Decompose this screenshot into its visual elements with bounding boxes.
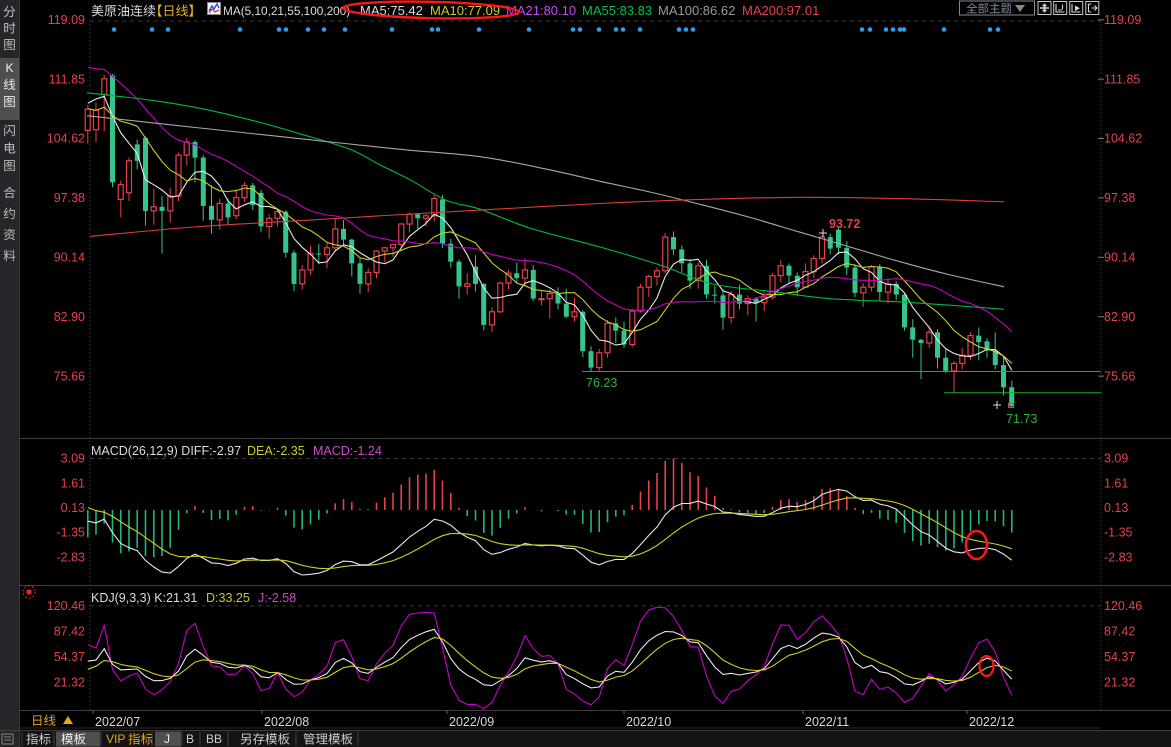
svg-text:D:33.25: D:33.25 [206,591,250,605]
svg-text:87.42: 87.42 [1104,625,1135,639]
svg-text:97.38: 97.38 [54,191,85,205]
svg-text:MA(5,10,21,55,100,200): MA(5,10,21,55,100,200) [223,4,350,18]
svg-text:B: B [186,732,194,746]
svg-text:54.37: 54.37 [1104,650,1135,664]
svg-text:93.72: 93.72 [829,217,860,231]
svg-text:MA10:77.09: MA10:77.09 [430,3,500,18]
svg-text:21.32: 21.32 [54,676,85,690]
svg-text:76.23: 76.23 [586,376,617,390]
svg-text:82.90: 82.90 [1104,310,1135,324]
svg-text:54.37: 54.37 [54,650,85,664]
svg-text:120.46: 120.46 [1104,599,1142,613]
svg-text:120.46: 120.46 [47,599,85,613]
svg-text:J:-2.58: J:-2.58 [258,591,296,605]
svg-text:-1.35: -1.35 [1104,526,1133,540]
svg-text:90.14: 90.14 [1104,251,1135,265]
svg-text:82.90: 82.90 [54,310,85,324]
svg-text:-2.83: -2.83 [57,550,86,564]
svg-text:119.09: 119.09 [1104,13,1141,27]
svg-text:111.85: 111.85 [1104,72,1140,86]
svg-text:2022/12: 2022/12 [969,715,1014,729]
svg-text:2022/08: 2022/08 [264,715,309,729]
svg-text:0.13: 0.13 [1104,501,1128,515]
svg-text:MA55:83.83: MA55:83.83 [582,3,652,18]
svg-text:MA200:97.01: MA200:97.01 [742,3,819,18]
svg-text:75.66: 75.66 [1104,369,1135,383]
svg-text:104.62: 104.62 [47,132,85,146]
svg-text:104.62: 104.62 [1104,132,1142,146]
svg-text:K: K [5,61,13,75]
svg-text:21.32: 21.32 [1104,676,1135,690]
svg-text:MA100:86.62: MA100:86.62 [658,3,735,18]
svg-text:97.38: 97.38 [1104,191,1135,205]
svg-text:MACD:-1.24: MACD:-1.24 [313,444,382,458]
svg-text:2022/10: 2022/10 [626,715,671,729]
svg-text:J: J [164,732,170,746]
svg-text:VIP: VIP [106,732,125,746]
svg-text:2022/11: 2022/11 [805,715,849,729]
svg-text:1.61: 1.61 [1104,476,1128,490]
svg-text:0.13: 0.13 [61,501,85,515]
svg-text:90.14: 90.14 [54,251,85,265]
svg-text:87.42: 87.42 [54,625,85,639]
svg-text:-2.83: -2.83 [1104,550,1133,564]
svg-text:111.85: 111.85 [49,72,85,86]
svg-text:BB: BB [206,732,222,746]
svg-text:MACD(26,12,9) DIFF:-2.97: MACD(26,12,9) DIFF:-2.97 [91,444,241,458]
svg-text:MA21:80.10: MA21:80.10 [506,3,576,18]
svg-text:3.09: 3.09 [1104,452,1128,466]
svg-text:119.09: 119.09 [48,13,85,27]
svg-text:71.73: 71.73 [1006,412,1037,426]
svg-text:KDJ(9,3,3) K:21.31: KDJ(9,3,3) K:21.31 [91,591,197,605]
svg-text:1.61: 1.61 [61,476,85,490]
svg-text:2022/09: 2022/09 [449,715,494,729]
svg-text:-1.35: -1.35 [57,526,86,540]
svg-text:2022/07: 2022/07 [95,715,140,729]
svg-text:3.09: 3.09 [61,452,85,466]
svg-text:DEA:-2.35: DEA:-2.35 [247,444,305,458]
svg-text:75.66: 75.66 [54,369,85,383]
